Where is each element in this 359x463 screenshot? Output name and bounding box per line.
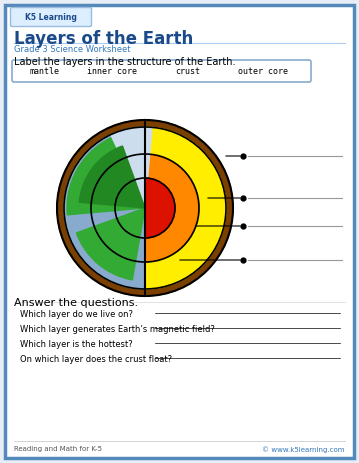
Text: crust: crust	[176, 67, 200, 75]
Text: mantle: mantle	[30, 67, 60, 75]
Text: Layers of the Earth: Layers of the Earth	[14, 30, 193, 48]
Text: inner core: inner core	[87, 67, 137, 75]
Wedge shape	[79, 146, 145, 208]
Text: Label the layers in the structure of the Earth.: Label the layers in the structure of the…	[14, 57, 236, 67]
Text: Which layer generates Earth’s magnetic field?: Which layer generates Earth’s magnetic f…	[20, 325, 215, 334]
Wedge shape	[64, 127, 145, 289]
Text: outer core: outer core	[238, 67, 288, 75]
Text: K5 Learning: K5 Learning	[25, 13, 77, 21]
Wedge shape	[145, 154, 199, 262]
Text: On which layer does the crust float?: On which layer does the crust float?	[20, 355, 172, 364]
Wedge shape	[145, 178, 175, 238]
FancyBboxPatch shape	[5, 5, 354, 458]
Wedge shape	[67, 133, 145, 215]
Text: Which layer do we live on?: Which layer do we live on?	[20, 310, 133, 319]
Text: Grade 3 Science Worksheet: Grade 3 Science Worksheet	[14, 45, 131, 54]
FancyBboxPatch shape	[10, 7, 92, 26]
Text: © www.k5learning.com: © www.k5learning.com	[262, 446, 345, 453]
Text: Reading and Math for K-5: Reading and Math for K-5	[14, 446, 102, 452]
Wedge shape	[111, 128, 152, 208]
Text: Which layer is the hottest?: Which layer is the hottest?	[20, 340, 133, 349]
Wedge shape	[145, 127, 226, 289]
Circle shape	[57, 120, 233, 296]
Wedge shape	[76, 208, 145, 280]
Text: Answer the questions.: Answer the questions.	[14, 298, 138, 308]
FancyBboxPatch shape	[12, 60, 311, 82]
